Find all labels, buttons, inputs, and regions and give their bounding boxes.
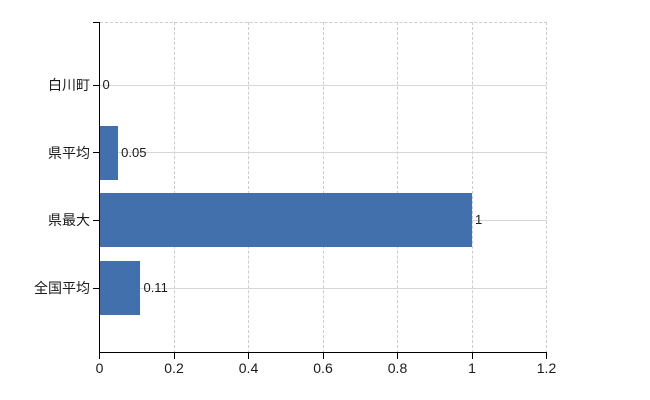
horizontal-gridline — [99, 287, 547, 289]
x-tick-label: 1.2 — [536, 359, 557, 376]
x-tick-label: 0.6 — [313, 359, 333, 376]
bar — [100, 193, 472, 248]
x-axis-tick — [546, 352, 547, 359]
x-tick-label: 0 — [95, 359, 104, 376]
y-axis-top-tick — [92, 22, 100, 23]
y-axis-tick — [92, 84, 100, 86]
x-tick-label: 0.2 — [164, 359, 184, 376]
vertical-gridline — [322, 22, 324, 353]
x-axis-tick — [397, 352, 398, 359]
horizontal-gridline — [99, 152, 547, 154]
x-axis-tick — [173, 352, 175, 359]
vertical-gridline — [173, 22, 175, 353]
bar-value-label: 0.05 — [121, 144, 147, 160]
bar-value-label: 1 — [475, 212, 483, 228]
horizontal-gridline — [99, 84, 547, 86]
x-axis-tick — [471, 352, 473, 359]
bar-value-label: 0.11 — [143, 280, 168, 296]
bar — [100, 125, 119, 180]
x-axis-tick — [322, 352, 324, 359]
y-axis-tick — [92, 287, 100, 289]
vertical-gridline — [471, 22, 473, 353]
vertical-gridline — [248, 22, 249, 353]
vertical-gridline — [397, 22, 398, 353]
y-axis-tick — [92, 219, 100, 221]
category-label: 県最大 — [48, 212, 90, 229]
y-axis-tick — [92, 152, 100, 154]
x-axis-tick — [248, 352, 249, 359]
category-label: 白川町 — [48, 77, 90, 93]
x-tick-label: 1 — [468, 359, 476, 376]
vertical-gridline — [546, 22, 547, 353]
x-tick-label: 0.8 — [387, 359, 408, 376]
x-tick-label: 0.4 — [238, 359, 259, 376]
bar — [100, 261, 141, 316]
category-label: 県平均 — [48, 144, 90, 161]
x-axis-tick — [99, 352, 100, 359]
bar-value-label: 0 — [102, 77, 110, 92]
y-axis — [99, 22, 100, 353]
category-label: 全国平均 — [34, 280, 90, 297]
